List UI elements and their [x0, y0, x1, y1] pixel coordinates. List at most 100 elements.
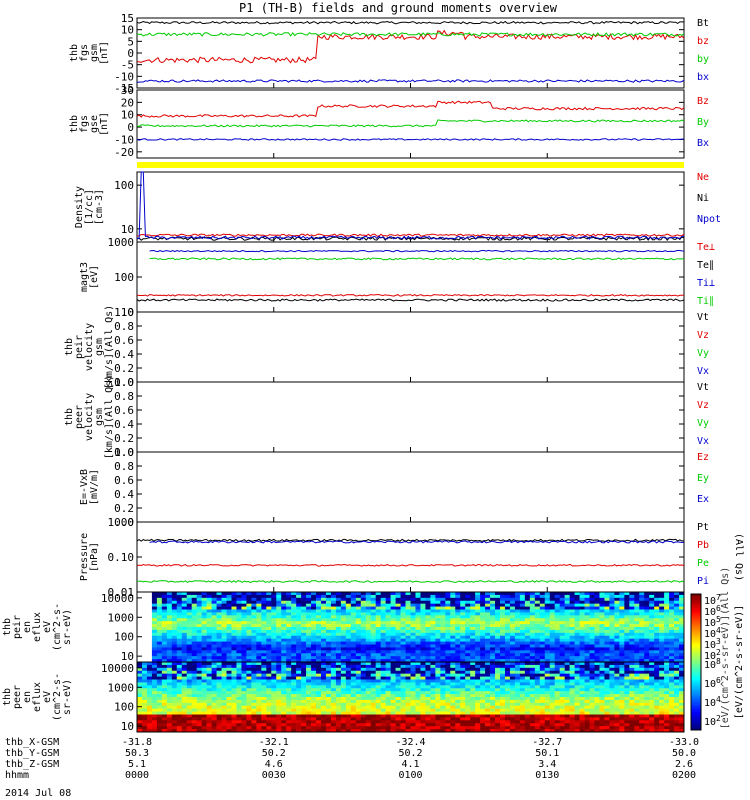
peir-eflux-cell — [465, 624, 471, 628]
peir-eflux-cell — [151, 592, 158, 596]
peer-eflux-cell — [574, 667, 580, 672]
peer-eflux-cell — [271, 688, 277, 692]
peer-eflux-cell — [564, 673, 570, 677]
peir-eflux-cell — [669, 615, 675, 619]
peir-eflux-cell — [619, 606, 625, 610]
peer-eflux-cell — [311, 676, 317, 680]
peer-eflux-cell — [141, 673, 148, 677]
peer-eflux-cell — [554, 688, 560, 692]
peer-eflux-cell — [649, 688, 655, 692]
peer-eflux-cell — [181, 705, 188, 709]
peer-eflux-cell — [306, 691, 312, 695]
peir-eflux-cell — [415, 638, 421, 642]
peer-eflux-cell — [196, 711, 202, 715]
peir-eflux-cell — [340, 621, 347, 625]
peir-eflux-cell — [574, 600, 580, 604]
peer-eflux-cell — [385, 673, 391, 677]
peer-eflux-cell — [151, 688, 158, 692]
peir-eflux-cell — [644, 597, 650, 602]
peir-eflux-cell — [325, 618, 332, 622]
peir-eflux-cell — [495, 656, 501, 660]
peer-eflux-cell — [614, 664, 620, 669]
peir-eflux-cell — [181, 635, 188, 639]
peer-eflux-cell — [435, 694, 441, 698]
peer-eflux-cell — [405, 717, 411, 721]
peir-eflux-cell — [420, 638, 426, 642]
peer-eflux-cell — [181, 688, 188, 692]
peir-eflux-cell — [669, 659, 675, 663]
peir-eflux-cell — [664, 621, 670, 625]
peir-eflux-cell — [440, 650, 446, 654]
peer-eflux-cell — [455, 691, 461, 695]
peir-eflux-cell — [231, 612, 237, 616]
peir-eflux-cell — [390, 606, 396, 610]
peir-eflux-cell — [594, 656, 600, 660]
peir-eflux-cell — [475, 653, 481, 657]
peir-eflux-cell — [524, 609, 531, 613]
peer-eflux-cell — [549, 699, 556, 704]
peir-eflux-cell — [649, 618, 655, 622]
peer-eflux-cell — [390, 697, 396, 701]
fgs-gse-series-Bz — [136, 100, 685, 118]
peer-eflux-cell — [216, 662, 222, 666]
peir-eflux-cell — [256, 638, 262, 642]
peir-eflux-cell — [544, 644, 551, 648]
peer-eflux-cell — [619, 699, 625, 704]
peer-eflux-cell — [266, 670, 272, 674]
peir-eflux-cell — [350, 644, 357, 648]
peer-eflux-cell — [151, 714, 158, 718]
peer-eflux-cell — [614, 708, 620, 712]
peir-eflux-cell — [490, 627, 496, 631]
peer-eflux-cell — [584, 702, 590, 707]
peir-eflux-cell — [390, 594, 396, 599]
peir-eflux-cell — [465, 653, 471, 657]
peir-eflux-cell — [410, 603, 416, 607]
peir-eflux-cell — [435, 594, 441, 599]
peir-eflux-cell — [679, 644, 685, 648]
peer-eflux-cell — [385, 714, 391, 718]
peir-eflux-cell — [256, 656, 262, 660]
peir-eflux-ylabel-line: eflux — [32, 612, 43, 642]
peir-eflux-cell — [301, 618, 307, 622]
peer-eflux-cell — [500, 662, 506, 666]
peer-eflux-cell — [166, 676, 173, 680]
peir-eflux-cell — [271, 635, 277, 639]
peer-eflux-cell — [460, 676, 466, 680]
peer-eflux-cell — [514, 694, 521, 698]
density-series-Ne — [136, 233, 685, 237]
peir-eflux-cell — [420, 647, 426, 651]
fgs-gsm-ytick-label: -15 — [114, 82, 134, 95]
peer-eflux-cell — [176, 699, 183, 704]
peer-eflux-cell — [236, 664, 242, 669]
peir-eflux-cell — [276, 632, 282, 637]
peir-eflux-cell — [674, 600, 680, 604]
peer-eflux-cell — [594, 699, 600, 704]
fgs-gse-ytick-label: 30 — [121, 84, 134, 97]
peer-eflux-cell — [256, 664, 262, 669]
peir-eflux-ylabel-line: peir — [12, 615, 23, 639]
peir-eflux-cell — [191, 621, 197, 625]
peer-eflux-cell — [211, 670, 217, 674]
peir-eflux-cell — [490, 650, 496, 654]
peer-eflux-cell — [654, 711, 660, 715]
peir-eflux-cell — [609, 653, 615, 657]
peer-eflux-cell — [415, 705, 421, 709]
peir-eflux-cell — [539, 594, 546, 599]
peir-eflux-cell — [405, 632, 411, 637]
peir-eflux-cell — [211, 653, 217, 657]
peir-eflux-cell — [216, 609, 222, 613]
peer-eflux-cell — [286, 702, 292, 707]
peir-eflux-cell — [385, 629, 391, 634]
peer-eflux-cell — [151, 691, 158, 695]
peer-eflux-cell — [161, 670, 168, 674]
peir-eflux-cell — [664, 659, 670, 663]
peer-eflux-cell — [604, 685, 610, 689]
peer-eflux-cell — [559, 697, 565, 701]
peir-eflux-cell — [400, 624, 406, 628]
peer-eflux-cell — [669, 662, 675, 666]
peir-eflux-cell — [156, 597, 163, 602]
peir-eflux-cell — [350, 609, 357, 613]
peir-eflux-cell — [579, 606, 585, 610]
peer-eflux-cell — [559, 708, 565, 712]
peir-eflux-cell — [664, 592, 670, 596]
